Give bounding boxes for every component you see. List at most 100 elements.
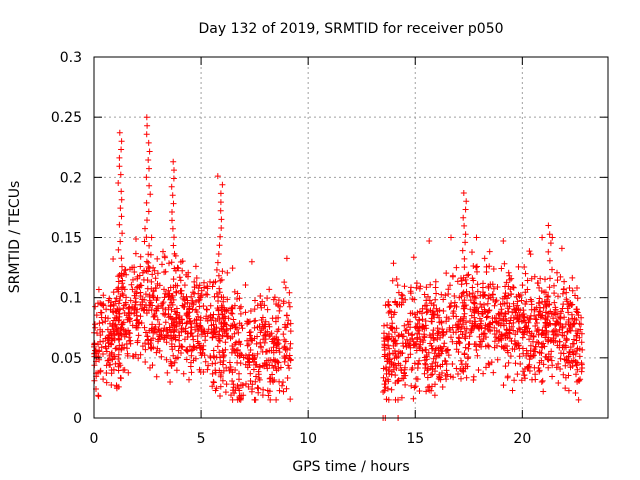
data-point — [169, 217, 175, 224]
data-point — [391, 329, 398, 336]
data-point — [133, 324, 140, 331]
data-point — [569, 340, 576, 347]
data-point — [484, 300, 491, 307]
data-point — [478, 318, 485, 324]
data-point — [190, 301, 197, 308]
data-point — [501, 260, 508, 267]
data-point — [219, 332, 226, 339]
data-point — [422, 303, 428, 309]
data-point — [471, 300, 478, 307]
data-point — [526, 361, 533, 368]
data-point — [417, 345, 423, 352]
data-point — [549, 328, 556, 335]
data-point — [157, 331, 164, 338]
data-point — [463, 198, 470, 205]
x-axis-label: GPS time / hours — [292, 459, 409, 475]
data-point — [479, 311, 486, 317]
data-point — [197, 323, 204, 330]
data-point — [501, 300, 508, 307]
data-point — [106, 352, 113, 359]
data-point — [184, 348, 191, 355]
data-point — [195, 297, 202, 304]
data-point — [408, 382, 415, 389]
data-point — [170, 175, 177, 182]
data-point — [384, 385, 391, 392]
data-point — [509, 345, 516, 352]
data-point — [257, 301, 264, 307]
data-point — [145, 251, 152, 258]
data-point — [224, 269, 231, 276]
data-point — [461, 255, 468, 262]
data-point — [277, 364, 284, 371]
data-point — [202, 358, 209, 365]
data-point — [194, 338, 201, 345]
data-point — [562, 362, 569, 369]
data-point — [527, 251, 534, 258]
data-point — [392, 337, 399, 344]
data-point — [134, 283, 141, 290]
data-point — [551, 282, 557, 289]
data-point — [461, 264, 468, 271]
data-point — [116, 129, 123, 136]
data-point — [216, 285, 223, 292]
data-point — [506, 326, 513, 333]
data-point — [221, 308, 228, 315]
data-point — [449, 272, 456, 279]
data-point — [569, 274, 576, 281]
data-point — [423, 306, 430, 313]
data-point — [190, 357, 197, 364]
data-point — [477, 338, 484, 345]
data-point — [245, 383, 252, 390]
data-point — [490, 285, 497, 292]
data-point — [283, 385, 290, 392]
data-point — [225, 307, 231, 314]
data-point — [217, 277, 224, 284]
data-point — [169, 192, 176, 199]
data-point — [434, 332, 441, 339]
data-point — [554, 277, 561, 284]
data-point — [527, 342, 534, 349]
data-point — [141, 238, 148, 245]
data-point — [100, 376, 107, 383]
data-point — [467, 297, 474, 304]
data-point — [133, 236, 139, 242]
data-point — [565, 359, 572, 366]
data-point — [259, 348, 266, 355]
data-point — [437, 363, 444, 370]
data-point — [428, 315, 435, 322]
data-point — [483, 314, 490, 321]
data-point — [145, 157, 152, 163]
data-point — [258, 317, 265, 323]
data-point — [389, 277, 396, 284]
data-point — [550, 331, 557, 338]
data-point — [434, 325, 441, 332]
data-point — [562, 385, 569, 392]
data-point — [445, 286, 452, 293]
data-point — [105, 315, 111, 322]
data-point — [262, 336, 269, 343]
data-point — [532, 376, 539, 383]
data-point — [116, 317, 123, 323]
data-point — [538, 350, 545, 357]
data-point — [204, 306, 210, 313]
data-point — [173, 288, 180, 295]
data-point — [554, 310, 561, 317]
data-point — [97, 326, 104, 333]
data-point — [447, 373, 454, 380]
data-point — [205, 362, 212, 369]
data-point — [522, 270, 529, 277]
data-point — [214, 343, 221, 350]
data-point — [247, 347, 254, 353]
data-point — [572, 359, 579, 365]
data-point — [255, 368, 262, 375]
data-point — [103, 306, 110, 313]
data-point — [491, 331, 498, 337]
data-point — [217, 233, 224, 240]
data-point — [137, 253, 144, 260]
data-point — [474, 288, 481, 295]
data-point — [399, 292, 406, 299]
data-point — [566, 285, 573, 291]
data-point — [262, 323, 269, 330]
data-point — [462, 344, 469, 351]
data-point — [531, 273, 538, 280]
